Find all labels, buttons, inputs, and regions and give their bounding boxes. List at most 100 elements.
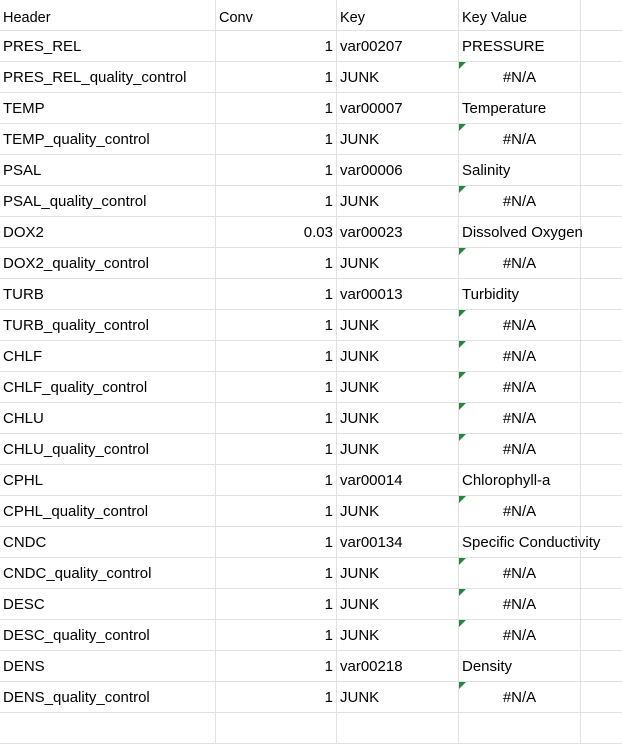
- empty-cell[interactable]: [581, 713, 622, 744]
- cell-key-value[interactable]: Density: [459, 651, 581, 682]
- cell-conv[interactable]: 1: [216, 527, 337, 558]
- cell-key[interactable]: JUNK: [337, 124, 459, 155]
- cell-conv[interactable]: 1: [216, 186, 337, 217]
- cell-key[interactable]: var00207: [337, 31, 459, 62]
- cell-key-value[interactable]: Temperature: [459, 93, 581, 124]
- cell-conv[interactable]: 1: [216, 372, 337, 403]
- cell-conv[interactable]: 1: [216, 341, 337, 372]
- cell-conv[interactable]: 1: [216, 124, 337, 155]
- cell-key-value[interactable]: #N/A: [459, 558, 581, 589]
- cell-conv[interactable]: 1: [216, 558, 337, 589]
- header-cell-key[interactable]: Key: [337, 0, 459, 31]
- empty-cell[interactable]: [581, 589, 622, 620]
- cell-key-value[interactable]: Specific Conductivity: [459, 527, 600, 558]
- cell-conv[interactable]: 1: [216, 651, 337, 682]
- cell-header[interactable]: TEMP: [0, 93, 216, 124]
- cell-conv[interactable]: 1: [216, 589, 337, 620]
- cell-conv[interactable]: 1: [216, 496, 337, 527]
- cell-conv[interactable]: 1: [216, 682, 337, 713]
- cell-header[interactable]: PSAL: [0, 155, 216, 186]
- cell-key[interactable]: JUNK: [337, 248, 459, 279]
- cell-key[interactable]: var00013: [337, 279, 459, 310]
- cell-key[interactable]: JUNK: [337, 341, 459, 372]
- cell-key[interactable]: var00218: [337, 651, 459, 682]
- empty-cell[interactable]: [581, 558, 622, 589]
- cell-conv[interactable]: [216, 713, 337, 744]
- cell-header[interactable]: DENS_quality_control: [0, 682, 216, 713]
- cell-conv[interactable]: 1: [216, 93, 337, 124]
- cell-key-value[interactable]: #N/A: [459, 341, 581, 372]
- empty-cell[interactable]: [581, 186, 622, 217]
- cell-key-value[interactable]: #N/A: [459, 620, 581, 651]
- cell-key-value[interactable]: #N/A: [459, 124, 581, 155]
- empty-cell[interactable]: [581, 372, 622, 403]
- cell-header[interactable]: TURB_quality_control: [0, 310, 216, 341]
- cell-key-value[interactable]: #N/A: [459, 248, 581, 279]
- cell-key-value[interactable]: #N/A: [459, 496, 581, 527]
- cell-key-value[interactable]: #N/A: [459, 589, 581, 620]
- cell-key-value[interactable]: Turbidity: [459, 279, 581, 310]
- header-cell-conv[interactable]: Conv: [216, 0, 337, 31]
- empty-cell[interactable]: [581, 620, 622, 651]
- cell-key-value[interactable]: Chlorophyll-a: [459, 465, 581, 496]
- cell-key-value[interactable]: #N/A: [459, 372, 581, 403]
- cell-conv[interactable]: 0.03: [216, 217, 337, 248]
- cell-key[interactable]: JUNK: [337, 682, 459, 713]
- cell-key-value[interactable]: #N/A: [459, 403, 581, 434]
- cell-key[interactable]: JUNK: [337, 310, 459, 341]
- empty-cell[interactable]: [581, 31, 622, 62]
- empty-cell[interactable]: [581, 217, 622, 248]
- header-cell-key-value[interactable]: Key Value: [459, 0, 581, 31]
- cell-header[interactable]: DOX2: [0, 217, 216, 248]
- cell-conv[interactable]: 1: [216, 403, 337, 434]
- cell-key[interactable]: var00006: [337, 155, 459, 186]
- cell-key[interactable]: var00007: [337, 93, 459, 124]
- cell-key-value[interactable]: PRESSURE: [459, 31, 581, 62]
- empty-cell[interactable]: [581, 465, 622, 496]
- empty-cell[interactable]: [581, 651, 622, 682]
- cell-conv[interactable]: 1: [216, 31, 337, 62]
- empty-cell[interactable]: [581, 434, 622, 465]
- cell-key[interactable]: JUNK: [337, 62, 459, 93]
- header-cell-header[interactable]: Header: [0, 0, 216, 31]
- cell-key-value[interactable]: #N/A: [459, 186, 581, 217]
- cell-key[interactable]: var00014: [337, 465, 459, 496]
- cell-key[interactable]: JUNK: [337, 496, 459, 527]
- empty-cell[interactable]: [581, 93, 622, 124]
- empty-cell[interactable]: [581, 279, 622, 310]
- empty-cell[interactable]: [581, 341, 622, 372]
- cell-conv[interactable]: 1: [216, 620, 337, 651]
- cell-key[interactable]: JUNK: [337, 558, 459, 589]
- empty-cell[interactable]: [581, 248, 622, 279]
- cell-conv[interactable]: 1: [216, 310, 337, 341]
- cell-key-value[interactable]: #N/A: [459, 310, 581, 341]
- empty-cell[interactable]: [581, 682, 622, 713]
- cell-header[interactable]: [0, 713, 216, 744]
- empty-cell[interactable]: [581, 527, 622, 558]
- cell-header[interactable]: CHLF_quality_control: [0, 372, 216, 403]
- cell-header[interactable]: CHLU: [0, 403, 216, 434]
- cell-header[interactable]: TURB: [0, 279, 216, 310]
- cell-header[interactable]: DESC: [0, 589, 216, 620]
- cell-conv[interactable]: 1: [216, 279, 337, 310]
- cell-key-value[interactable]: Salinity: [459, 155, 581, 186]
- cell-header[interactable]: DOX2_quality_control: [0, 248, 216, 279]
- cell-key-value[interactable]: #N/A: [459, 682, 581, 713]
- cell-header[interactable]: CNDC_quality_control: [0, 558, 216, 589]
- cell-key[interactable]: JUNK: [337, 372, 459, 403]
- cell-header[interactable]: CHLF: [0, 341, 216, 372]
- cell-conv[interactable]: 1: [216, 155, 337, 186]
- cell-conv[interactable]: 1: [216, 62, 337, 93]
- cell-key-value[interactable]: Dissolved Oxygen: [459, 217, 583, 248]
- cell-key-value[interactable]: [459, 713, 581, 744]
- empty-cell[interactable]: [581, 155, 622, 186]
- cell-key[interactable]: JUNK: [337, 434, 459, 465]
- empty-cell[interactable]: [581, 496, 622, 527]
- empty-cell[interactable]: [581, 124, 622, 155]
- cell-header[interactable]: PSAL_quality_control: [0, 186, 216, 217]
- cell-key[interactable]: var00023: [337, 217, 459, 248]
- cell-key[interactable]: var00134: [337, 527, 459, 558]
- cell-header[interactable]: PRES_REL_quality_control: [0, 62, 216, 93]
- cell-header[interactable]: TEMP_quality_control: [0, 124, 216, 155]
- cell-header[interactable]: CPHL: [0, 465, 216, 496]
